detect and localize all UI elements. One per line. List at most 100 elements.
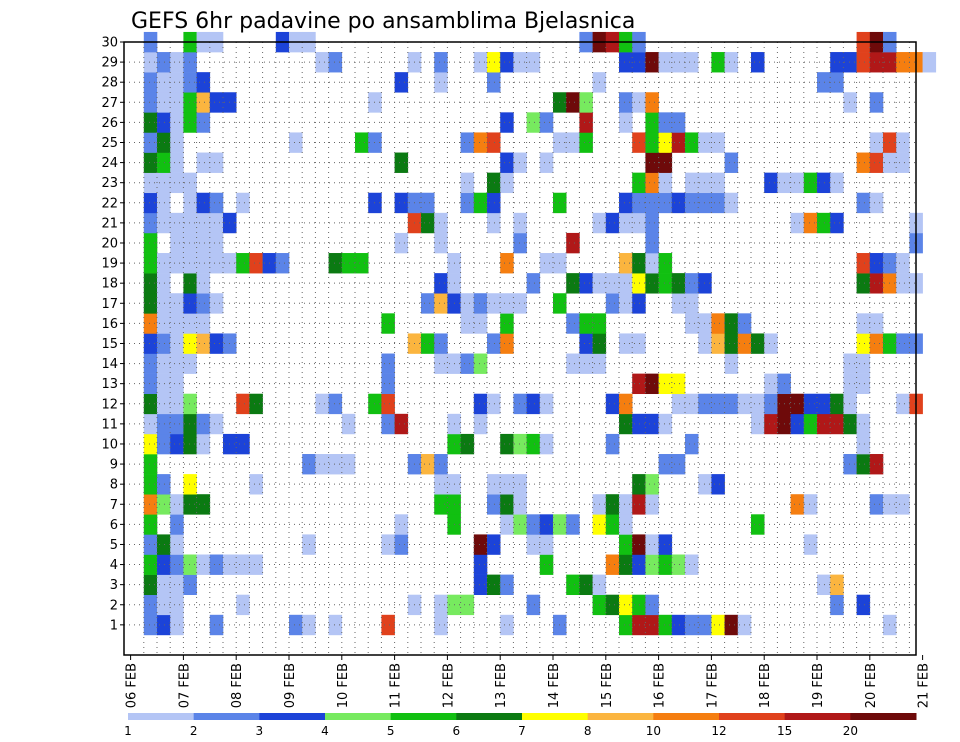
precip-cell	[196, 293, 211, 314]
precip-cell	[434, 52, 448, 73]
precip-cell	[513, 152, 527, 173]
precip-cell	[513, 232, 527, 254]
precip-cell	[170, 413, 184, 435]
chart-title: GEFS 6hr padavine po ansamblima Bjelasni…	[131, 9, 635, 34]
precip-cell	[183, 273, 197, 294]
precip-cell	[632, 333, 646, 354]
precip-cell	[856, 192, 871, 214]
colorbar-swatch	[587, 713, 654, 720]
precip-cell	[473, 313, 488, 334]
precip-cell	[328, 393, 343, 415]
precip-cell	[460, 353, 475, 374]
precip-cell	[869, 52, 884, 73]
precip-cell	[170, 232, 184, 254]
y-tick-label: 29	[101, 56, 118, 71]
colorbar: 1 2 3 4 5 6 7 8 10 12 15 20	[124, 713, 917, 738]
precip-cell	[183, 313, 197, 334]
precip-cell	[764, 393, 778, 415]
precip-cell	[143, 514, 158, 535]
precip-cell	[355, 253, 369, 274]
precip-cell	[143, 433, 158, 455]
precip-cell	[619, 333, 633, 354]
colorbar-swatch	[653, 713, 720, 720]
precip-cell	[619, 554, 633, 575]
colorbar-label: 1	[124, 724, 132, 738]
precip-cell	[183, 52, 197, 73]
precip-cell	[157, 172, 171, 194]
precip-cell	[645, 594, 659, 616]
precip-cell	[249, 253, 263, 274]
precip-cell	[869, 273, 884, 294]
precip-cell	[513, 494, 527, 515]
precip-cell	[579, 132, 593, 153]
precip-cell	[658, 253, 673, 274]
precip-cell	[381, 373, 395, 395]
precip-cell	[143, 52, 158, 73]
x-tick-label: 08 FEB	[230, 663, 245, 708]
precip-cell	[196, 273, 211, 294]
precip-cell	[183, 293, 197, 314]
precip-cell	[500, 474, 514, 495]
precip-cell	[500, 574, 514, 596]
precip-cell	[539, 112, 554, 133]
colorbar-label: 15	[777, 724, 792, 738]
precip-cell	[421, 192, 435, 214]
x-tick-label: 15 FEB	[600, 663, 615, 708]
colorbar-swatch	[719, 713, 786, 720]
precip-cell	[157, 373, 171, 395]
precip-cell	[157, 353, 171, 374]
precip-cell	[645, 373, 659, 395]
precip-cell	[632, 554, 646, 575]
precip-cell	[143, 152, 158, 173]
precip-cell	[803, 494, 818, 515]
colorbar-swatch	[784, 713, 851, 720]
precip-cell	[671, 554, 686, 575]
precip-cell	[196, 554, 211, 575]
precip-cell	[236, 594, 250, 616]
precip-cell	[487, 333, 501, 354]
precip-cell	[302, 454, 316, 475]
precip-cell	[751, 333, 765, 354]
precip-cell	[685, 313, 699, 334]
precip-cell	[434, 232, 448, 254]
precip-cell	[566, 92, 580, 113]
precip-cell	[434, 494, 448, 515]
precip-cell	[460, 172, 475, 194]
precip-cell	[817, 413, 831, 435]
precip-cell	[170, 52, 184, 73]
precip-cell	[843, 353, 857, 374]
precip-cell	[236, 393, 250, 415]
y-tick-label: 8	[110, 478, 118, 493]
precip-cell	[170, 293, 184, 314]
precip-cell	[513, 212, 527, 234]
precip-cell	[711, 313, 725, 334]
x-tick-label: 16 FEB	[653, 663, 668, 708]
precip-cell	[183, 192, 197, 214]
precip-cell	[632, 494, 646, 515]
precip-cell	[143, 333, 158, 354]
precip-cell	[473, 554, 488, 575]
precip-cell	[473, 534, 488, 555]
precip-cell	[394, 232, 409, 254]
x-tick-label: 20 FEB	[864, 663, 879, 708]
precip-cell	[143, 454, 158, 475]
precip-cell	[170, 514, 184, 535]
precip-cell	[500, 614, 514, 636]
precip-cell	[209, 212, 224, 234]
precip-cell	[803, 393, 818, 415]
precip-cell	[671, 293, 686, 314]
colorbar-swatch	[193, 713, 260, 720]
x-tick-label: 14 FEB	[547, 663, 562, 708]
precip-cell	[170, 433, 184, 455]
precip-cell	[619, 253, 633, 274]
precip-cell	[394, 152, 409, 173]
y-tick-label: 22	[101, 196, 118, 211]
precip-cell	[183, 393, 197, 415]
precip-cell	[355, 132, 369, 153]
precip-cell	[157, 293, 171, 314]
precip-cell	[711, 52, 725, 73]
precip-cell	[143, 212, 158, 234]
precip-cell	[869, 132, 884, 153]
precip-cell	[196, 494, 211, 515]
precip-cell	[605, 212, 620, 234]
